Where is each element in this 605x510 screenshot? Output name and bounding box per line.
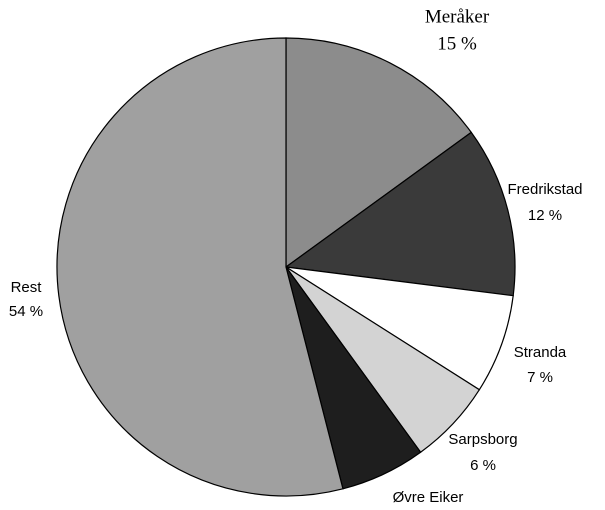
slice-label: Fredrikstad [507,181,582,198]
value-label: 54 % [9,303,43,320]
pie-slice [285,37,473,269]
pie-slice [284,131,516,297]
slice-label: Rest [11,279,43,296]
pie-slice [56,37,344,497]
slice-label: Stranda [514,344,567,361]
value-label: 12 % [528,207,562,224]
value-label: 6 % [470,457,496,474]
value-label: 7 % [527,369,553,386]
slice-label: Meråker [425,6,490,27]
slice-label: Øvre Eiker [393,489,464,506]
value-label: 15 % [437,33,477,54]
slice-label: Sarpsborg [448,431,517,448]
